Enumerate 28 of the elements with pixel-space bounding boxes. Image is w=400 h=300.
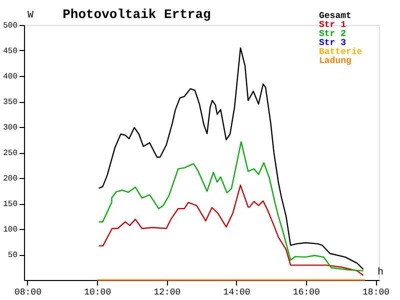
y-axis-title: W <box>27 10 34 22</box>
legend-label: Batterie <box>319 47 362 57</box>
x-tick-label: 18:00 <box>362 288 390 298</box>
y-tick-label: 200 <box>3 174 18 184</box>
legend-label: Str 3 <box>319 38 346 48</box>
text: Str 2 <box>319 29 346 39</box>
y-tick-label: 400 <box>3 72 18 82</box>
text: Ladung <box>319 56 352 66</box>
x-tick-label: 08:00 <box>14 288 42 298</box>
text: Str 1 <box>319 20 347 30</box>
line-series <box>98 141 364 272</box>
y-tick-label: 250 <box>3 149 18 158</box>
chart-title: Photovoltaik Ertrag <box>62 7 212 22</box>
text: Gesamt <box>319 11 352 21</box>
x-tick-label: 16:00 <box>292 288 320 298</box>
line-series <box>98 184 364 276</box>
x-tick-label: 10:00 <box>84 288 112 298</box>
y-tick-label: 100 <box>3 226 18 234</box>
y-tick-label: 50 <box>8 251 18 260</box>
y-tick-label: 500 <box>3 22 18 30</box>
x-tick-label: 12:00 <box>154 288 181 298</box>
x-axis-title: h <box>377 266 384 278</box>
y-tick-label: 300 <box>3 124 18 132</box>
y-tick-label: 150 <box>3 200 18 209</box>
y-tick-label: 450 <box>3 47 18 56</box>
x-tick-label: 14:00 <box>223 288 250 298</box>
y-tick-label: 350 <box>3 98 18 107</box>
line-series <box>98 47 364 270</box>
